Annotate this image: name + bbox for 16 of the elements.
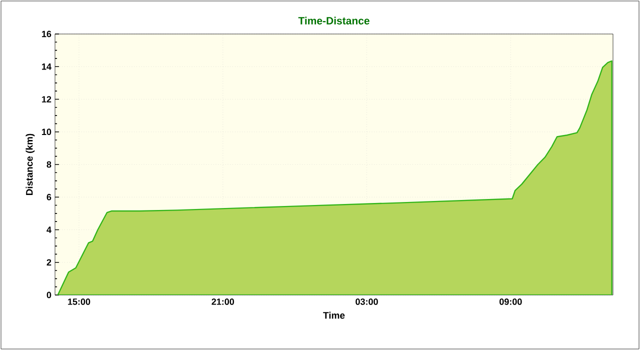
y-tick-label: 12 [42, 96, 52, 102]
x-axis-title: Time [323, 312, 345, 319]
chart-title: Time-Distance [298, 16, 370, 24]
x-tick-label: 21:00 [212, 298, 234, 305]
y-tick-label: 4 [46, 226, 52, 233]
x-tick-label: 09:00 [500, 298, 522, 305]
y-axis-title: Distance (km) [26, 134, 35, 195]
y-tick-label: 6 [46, 194, 52, 200]
y-tick-label: 8 [46, 161, 52, 168]
y-tick-label: 2 [46, 259, 52, 266]
y-tick-label: 10 [42, 128, 52, 136]
y-tick-label: 0 [46, 292, 52, 298]
x-tick-label: 15:00 [68, 298, 90, 305]
y-tick-label: 16 [42, 30, 52, 38]
x-tick-label: 03:00 [356, 298, 378, 305]
y-tick-label: 14 [42, 64, 52, 70]
